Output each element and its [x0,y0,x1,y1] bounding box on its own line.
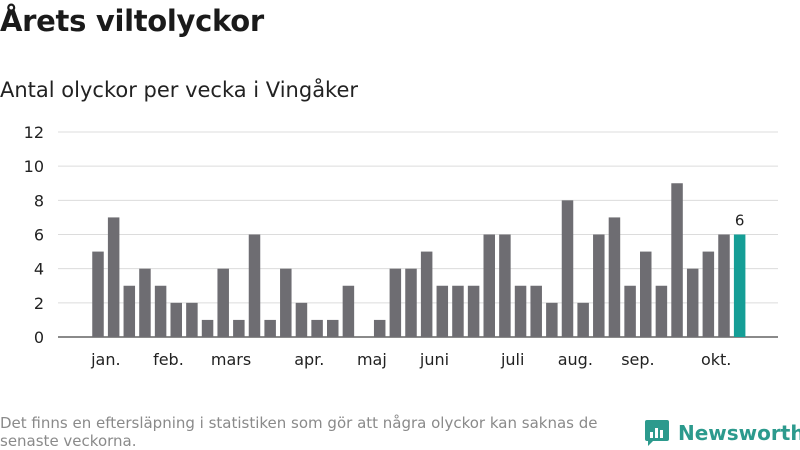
y-tick-label: 8 [34,191,44,210]
bar [655,285,668,337]
x-tick-label: mars [211,350,251,369]
bar [624,285,636,337]
bar [280,268,292,337]
bar [718,234,730,337]
x-tick-label: okt. [701,350,731,369]
bar [577,302,589,337]
x-tick-label: juni [419,350,449,369]
x-tick-label: aug. [558,350,593,369]
bar [389,268,402,337]
bar [217,268,229,337]
bar [186,302,198,337]
bar [170,302,182,337]
bar [123,285,136,337]
y-tick-label: 6 [34,226,44,245]
bar [593,234,605,337]
brand-name: Newsworthy [678,421,800,445]
bar [295,302,308,337]
bar [452,285,464,337]
bar [139,268,151,337]
bar [514,285,527,337]
bar [530,285,542,337]
axis-labels: 0 2 4 6 8 10 12 6 jan. feb. mars apr. maj juni juli aug… [24,123,745,369]
bar [92,251,104,337]
x-tick-label: sep. [621,350,654,369]
bar [233,319,245,337]
bar [264,319,276,337]
x-tick-label: apr. [294,350,324,369]
bar [373,319,386,337]
bar [483,234,495,337]
bar [201,319,214,337]
bar [546,302,558,337]
bar [671,183,683,337]
y-tick-label: 2 [34,294,44,313]
highlight-bar [733,234,746,337]
highlight-value-label: 6 [735,212,745,230]
x-tick-label: jan. [90,350,120,369]
bar [686,268,699,337]
bar [248,234,261,337]
bar [405,268,417,337]
x-tick-label: maj [357,350,387,369]
y-tick-label: 10 [24,157,44,176]
newsworthy-brand: Newsworthy [644,419,800,447]
bar [608,217,621,337]
x-tick-label: juli [500,350,524,369]
chart-title: Årets viltolyckor [0,4,264,38]
bar [499,234,511,337]
bar [154,285,167,337]
bar [342,285,355,337]
bar [327,319,339,337]
bar [702,251,715,337]
bar [311,319,323,337]
bar-chart: 0 2 4 6 8 10 12 6 jan. feb. mars apr. maj juni juli aug… [24,123,778,369]
bar [640,251,652,337]
bar [436,285,449,337]
bar [467,285,480,337]
newsworthy-logo-icon [645,420,669,446]
footnote: Det finns en eftersläpning i statistiken… [0,414,598,450]
y-tick-label: 0 [34,328,44,347]
x-tick-label: feb. [153,350,184,369]
y-tick-label: 12 [24,123,44,142]
bar [420,251,433,337]
y-tick-label: 4 [34,260,44,279]
chart-subtitle: Antal olyckor per vecka i Vingåker [0,78,359,102]
bar [561,200,574,337]
bars [92,183,746,337]
bar [107,217,120,337]
